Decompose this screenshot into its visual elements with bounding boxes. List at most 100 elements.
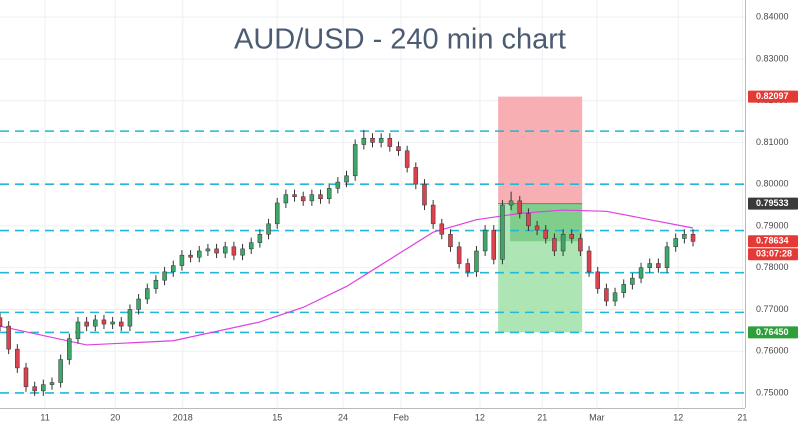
candle-body bbox=[560, 234, 566, 252]
y-tick-label: 0.84000 bbox=[756, 11, 789, 21]
candle-body bbox=[300, 196, 306, 202]
price-marker bbox=[748, 235, 798, 248]
candle-body bbox=[656, 263, 661, 268]
countdown-box bbox=[748, 248, 798, 261]
candle-body bbox=[49, 382, 55, 385]
candle-body bbox=[266, 223, 271, 235]
x-tick-label: 20 bbox=[110, 412, 120, 422]
candle-body bbox=[162, 271, 167, 281]
candle-body bbox=[638, 267, 644, 279]
candle-body bbox=[422, 183, 427, 206]
candle-body bbox=[404, 150, 410, 168]
candle-body bbox=[508, 200, 514, 206]
candle-body bbox=[569, 234, 574, 239]
candle-body bbox=[110, 321, 115, 325]
candle-body bbox=[127, 309, 133, 327]
candle-body bbox=[309, 194, 315, 202]
candle-body bbox=[586, 250, 592, 273]
x-tick-label: 21 bbox=[537, 412, 547, 422]
candle-body bbox=[283, 194, 289, 204]
candle-body bbox=[214, 248, 219, 254]
candle-body bbox=[456, 246, 462, 264]
candle-body bbox=[361, 137, 367, 145]
candle-body bbox=[257, 234, 263, 243]
candle-body bbox=[58, 359, 63, 383]
price-marker-label: 0.76450 bbox=[756, 327, 789, 337]
moving-average bbox=[0, 209, 694, 346]
candle-body bbox=[474, 250, 479, 273]
candle-body bbox=[292, 194, 297, 197]
candle-body bbox=[75, 321, 81, 339]
y-tick-label: 0.79000 bbox=[756, 220, 789, 230]
candle-body bbox=[647, 263, 652, 268]
candle-body bbox=[196, 250, 202, 258]
candle-body bbox=[101, 319, 107, 325]
candle-body bbox=[15, 348, 20, 369]
candle-body bbox=[578, 238, 583, 252]
price-marker bbox=[748, 326, 798, 339]
candle-body bbox=[93, 319, 98, 327]
candle-body bbox=[465, 263, 471, 273]
candle-body bbox=[526, 213, 531, 227]
candle-body bbox=[318, 194, 323, 200]
price-marker-label: 0.82097 bbox=[756, 91, 789, 101]
candle-body bbox=[136, 298, 141, 310]
countdown-label: 03:07:28 bbox=[756, 249, 792, 259]
x-tick-label: Mar bbox=[589, 412, 605, 422]
x-tick-label: 12 bbox=[475, 412, 485, 422]
candle-body bbox=[145, 288, 150, 300]
price-marker bbox=[748, 197, 798, 210]
y-tick-label: 0.75000 bbox=[756, 387, 789, 397]
candle-body bbox=[326, 188, 332, 200]
price-marker-label: 0.79533 bbox=[756, 198, 789, 208]
y-tick-label: 0.81000 bbox=[756, 137, 789, 147]
candle-body bbox=[222, 246, 228, 254]
candle-body bbox=[344, 175, 349, 183]
candle-body bbox=[604, 288, 609, 302]
candle-body bbox=[439, 223, 445, 235]
candle-body bbox=[595, 271, 600, 289]
candle-body bbox=[248, 242, 254, 250]
stop-zone bbox=[498, 96, 583, 204]
candle-body bbox=[387, 137, 393, 147]
candle-body bbox=[6, 325, 11, 350]
candle-body bbox=[119, 321, 124, 327]
x-tick-label: 21 bbox=[737, 412, 747, 422]
candle-body bbox=[543, 229, 549, 239]
candle-body bbox=[205, 248, 211, 252]
candle-body bbox=[0, 317, 3, 327]
candle-body bbox=[179, 254, 185, 266]
candle-body bbox=[84, 321, 89, 327]
price-marker bbox=[748, 90, 798, 103]
candle-body bbox=[352, 144, 358, 177]
candle-body bbox=[370, 137, 375, 143]
x-tick-label: 2018 bbox=[173, 412, 193, 422]
candle-body bbox=[500, 204, 505, 260]
candle-body bbox=[153, 279, 159, 289]
candle-body bbox=[673, 238, 678, 248]
y-tick-label: 0.77000 bbox=[756, 304, 789, 314]
candle-body bbox=[378, 137, 384, 143]
candle-body bbox=[448, 234, 453, 248]
x-tick-label: 15 bbox=[272, 412, 282, 422]
candle-body bbox=[231, 246, 237, 256]
candle-body bbox=[240, 248, 245, 256]
x-tick-label: Feb bbox=[393, 412, 409, 422]
candle-body bbox=[430, 204, 436, 225]
candle-body bbox=[41, 384, 46, 392]
y-tick-label: 0.76000 bbox=[756, 346, 789, 356]
candle-body bbox=[32, 386, 37, 392]
candle-body bbox=[482, 229, 488, 252]
candle-body bbox=[23, 367, 29, 387]
x-tick-label: 24 bbox=[338, 412, 348, 422]
price-marker-label: 0.78634 bbox=[756, 236, 789, 246]
candle-body bbox=[171, 265, 176, 273]
candle-body bbox=[552, 238, 557, 252]
candle-body bbox=[396, 146, 401, 152]
candle-body bbox=[413, 167, 419, 185]
candle-body bbox=[188, 254, 193, 258]
candle-body bbox=[517, 200, 523, 214]
candle-body bbox=[335, 181, 341, 189]
candle-body bbox=[534, 225, 540, 231]
candle-body bbox=[664, 246, 670, 268]
